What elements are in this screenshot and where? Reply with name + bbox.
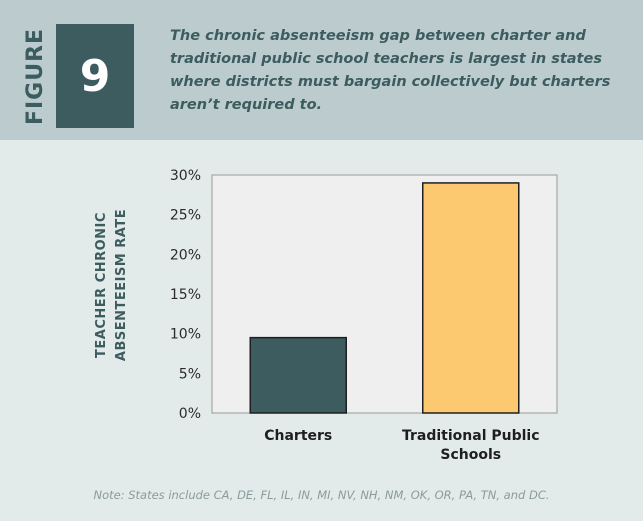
x-axis-labels: Charters Traditional Public Schools <box>264 428 539 463</box>
figure-number: 9 <box>79 50 111 102</box>
bar <box>249 336 347 414</box>
bar-chart: TEACHER CHRONIC ABSENTEEISM RATE 0% 5% 10% 1… <box>94 168 558 463</box>
figure-number-box: 9 <box>56 24 134 128</box>
y-axis-ticks: 0% 5% 10% 15% 20% 25% 30% <box>170 168 201 422</box>
figure-title: The chronic absenteeism gap between char… <box>170 28 611 113</box>
y-tick-label: 0% <box>179 406 201 422</box>
figure-label: FIGURE <box>18 27 54 124</box>
y-tick-label: 5% <box>179 366 201 382</box>
y-axis-label-line: ABSENTEEISM RATE <box>114 209 129 361</box>
y-tick-label: 30% <box>170 168 201 184</box>
footnote: Note: States include CA, DE, FL, IL, IN,… <box>93 488 550 502</box>
y-axis-label-line: TEACHER CHRONIC <box>94 212 109 358</box>
figure-word: FIGURE <box>23 27 49 125</box>
x-category-label: Charters <box>264 428 332 444</box>
x-category-label: Schools <box>440 447 501 463</box>
bar <box>422 182 520 414</box>
y-axis-label: TEACHER CHRONIC ABSENTEEISM RATE <box>94 209 129 361</box>
bars <box>249 182 520 414</box>
y-tick-label: 15% <box>170 287 201 303</box>
y-tick-label: 10% <box>170 327 201 343</box>
figure-header: FIGURE 9 The chronic absenteeism gap bet… <box>0 0 643 140</box>
y-tick-label: 25% <box>170 208 201 224</box>
x-category-label: Traditional Public <box>402 428 540 444</box>
y-tick-label: 20% <box>170 247 201 263</box>
